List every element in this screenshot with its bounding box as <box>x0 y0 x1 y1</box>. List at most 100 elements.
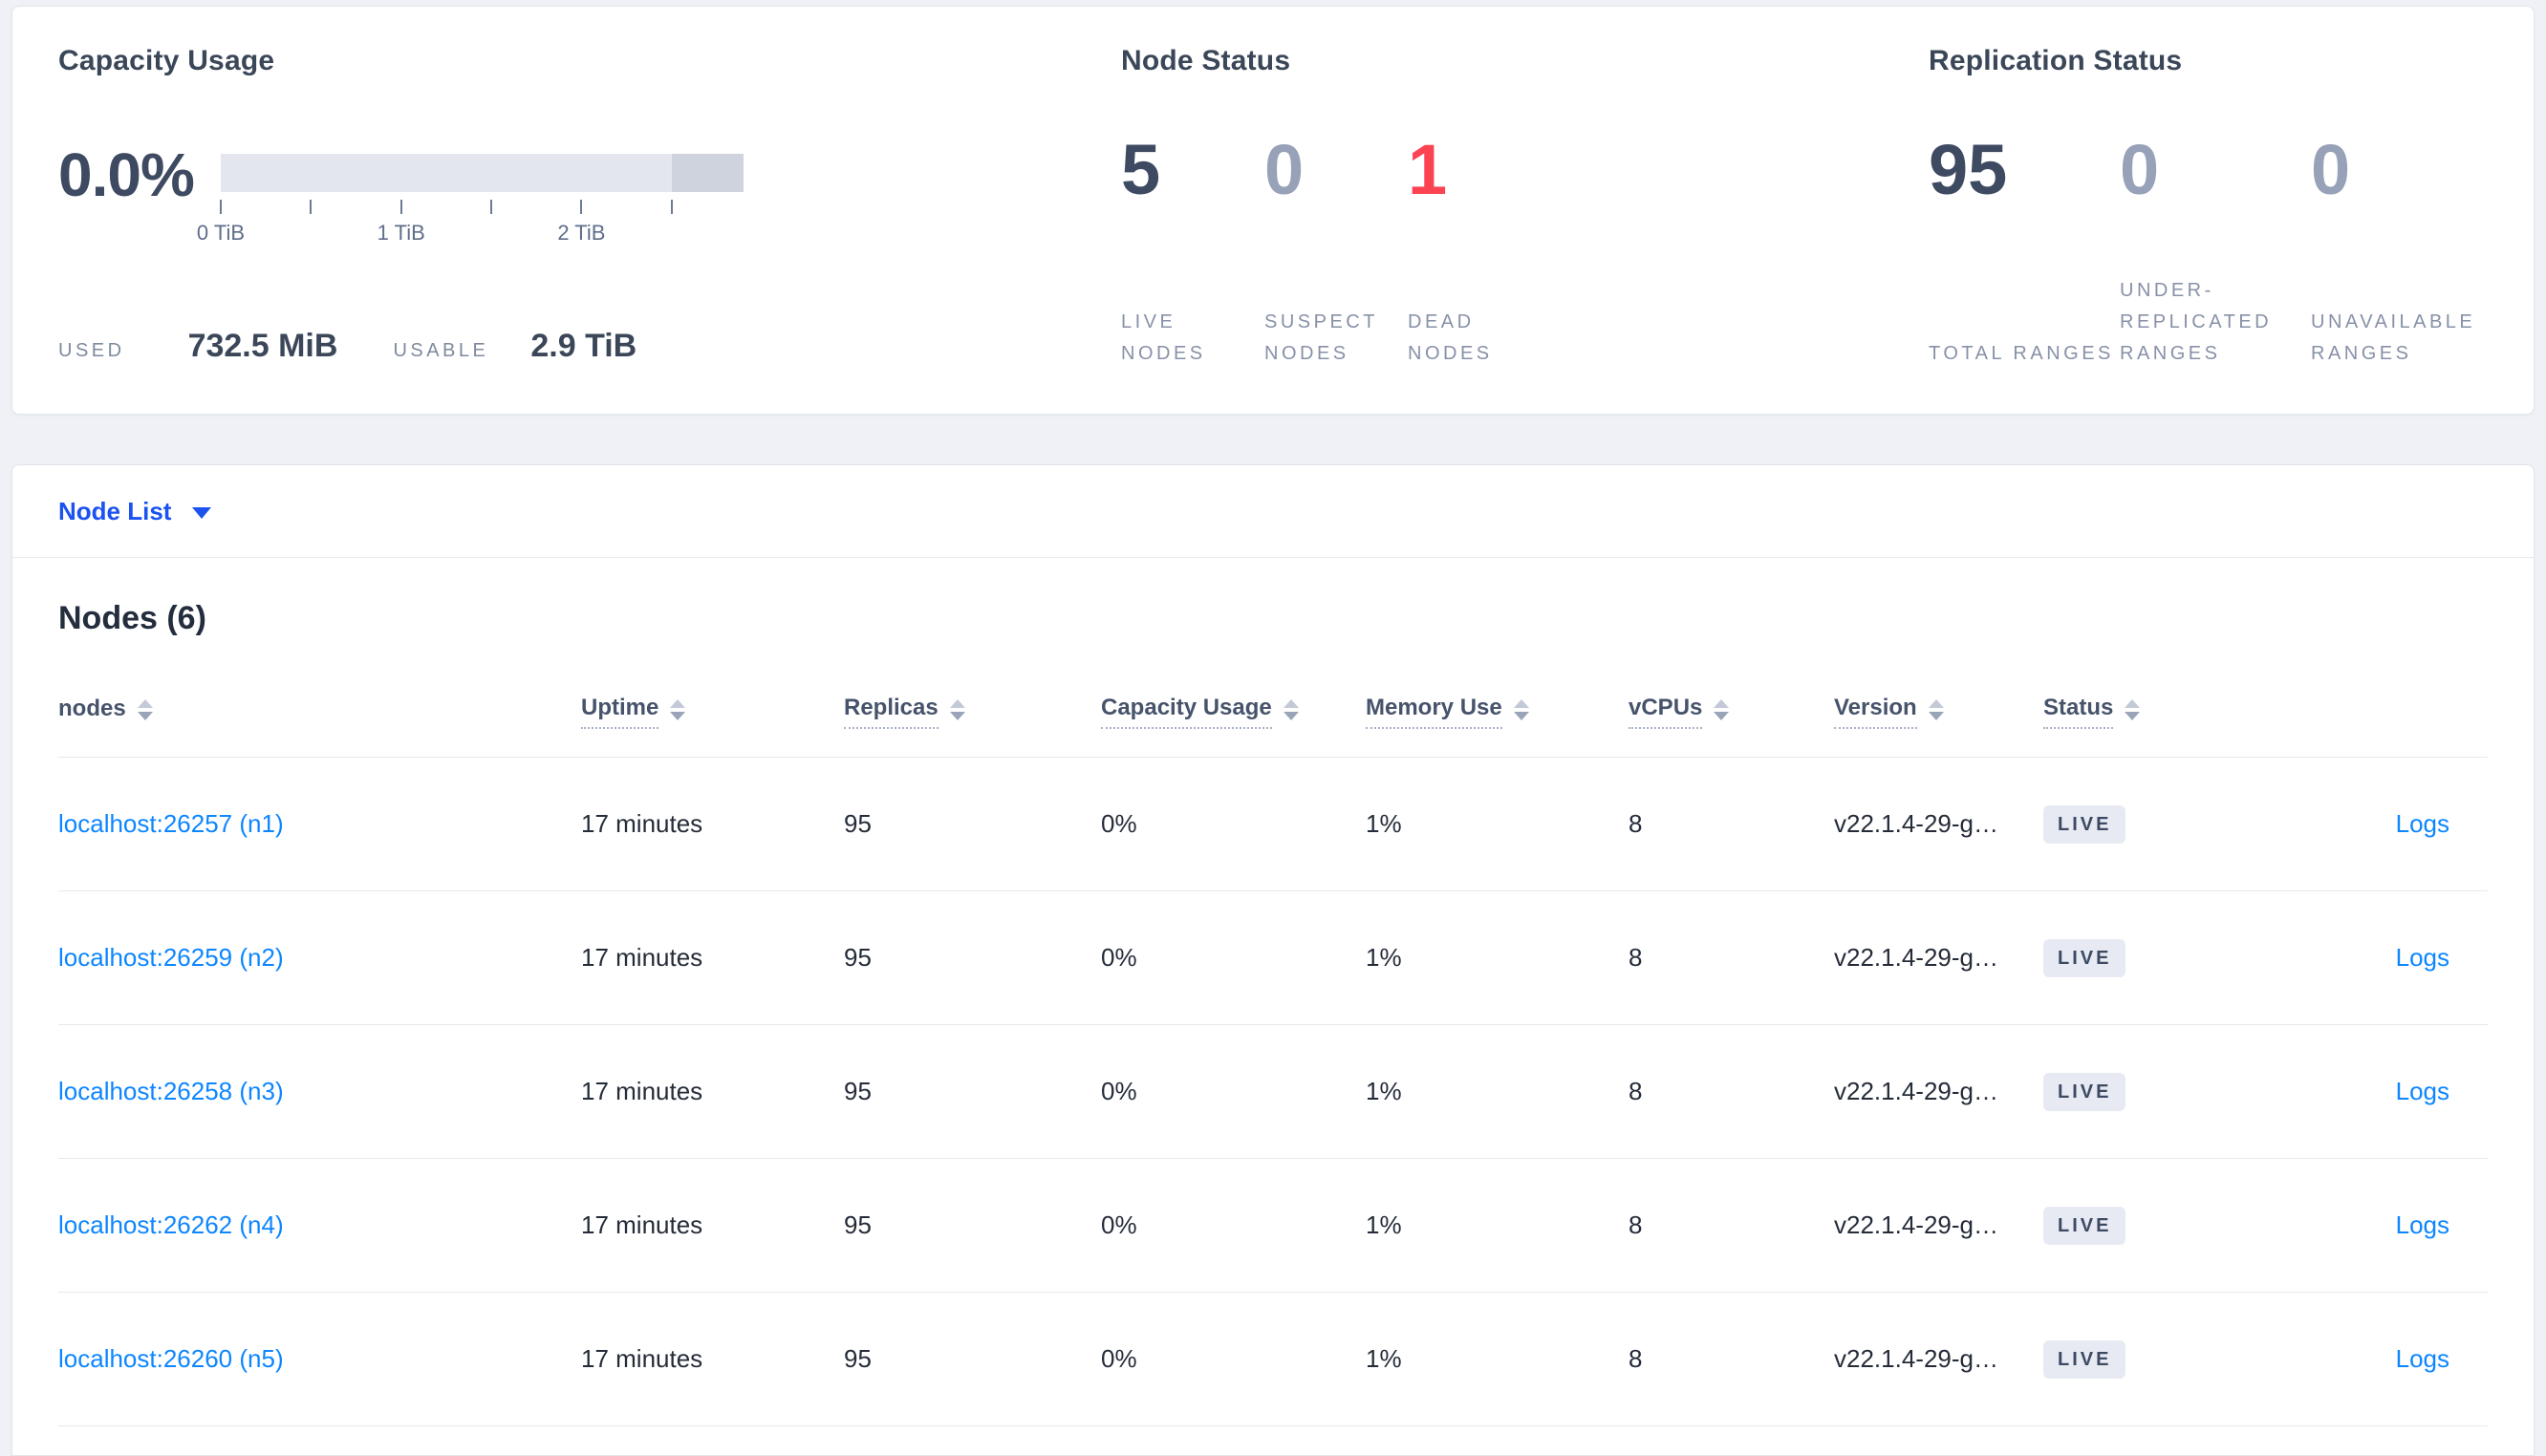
version-cell: v22.1.4-29-g… <box>1834 1077 1998 1105</box>
usable-value: 2.9 TiB <box>530 328 637 364</box>
sort-ascending-icon <box>137 698 153 708</box>
node-table-row: localhost:26259 (n2) 17 minutes 95 0% 1% 8 v22… <box>58 891 2488 1025</box>
replication-stat-value: 0 <box>2120 130 2160 209</box>
capacity-tick-label: 2 TiB <box>557 221 606 245</box>
node-table-row: localhost:26260 (n5) 17 minutes 95 0% 1% 8 v22… <box>58 1293 2488 1426</box>
view-selector-bar: Node List <box>11 464 2535 558</box>
replication-stat-label: UNDER-REPLICATED RANGES <box>2120 280 2273 364</box>
sortable-header[interactable]: Memory Use <box>1366 695 1529 729</box>
column-header-replicas: Replicas <box>844 695 1101 729</box>
version-cell: v22.1.4-29-g… <box>1834 943 1998 972</box>
node-table-row: localhost:26258 (n3) 17 minutes 95 0% 1% 8 v22… <box>58 1025 2488 1159</box>
sort-ascending-icon <box>1714 698 1730 708</box>
sort-descending-icon <box>137 711 153 720</box>
memory-use-cell: 1% <box>1366 1210 1402 1239</box>
capacity-bar-tick-labels: 0 TiB 1 TiB 2 TiB <box>197 221 744 247</box>
column-header-memory-use: Memory Use <box>1366 695 1629 729</box>
node-table-row: localhost:26257 (n1) 17 minutes 95 0% 1% 8 v22… <box>58 758 2488 891</box>
node-list-dropdown[interactable]: Node List <box>58 496 212 526</box>
sort-arrows-icon[interactable] <box>1714 698 1730 720</box>
node-link[interactable]: localhost:26262 (n4) <box>58 1210 284 1239</box>
sort-arrows-icon[interactable] <box>949 698 965 720</box>
memory-use-cell: 1% <box>1366 943 1402 972</box>
node-cell: localhost:26260 (n5) <box>58 1344 581 1374</box>
logs-link[interactable]: Logs <box>2395 1077 2449 1105</box>
vcpus-cell: 8 <box>1629 1210 1643 1239</box>
capacity-bar-reserved-segment <box>671 154 744 192</box>
capacity-gauge: 0.0% 0 TiB 1 TiB 2 TiB <box>58 139 1121 247</box>
node-link[interactable]: localhost:26259 (n2) <box>58 943 284 972</box>
column-header-label: Uptime <box>581 695 659 729</box>
sort-arrows-icon[interactable] <box>1283 698 1299 720</box>
node-status-stat-value: 5 <box>1121 130 1161 209</box>
sortable-header[interactable]: Uptime <box>581 695 686 729</box>
column-header-label: vCPUs <box>1629 695 1703 729</box>
sort-arrows-icon[interactable] <box>2125 698 2141 720</box>
capacity-usage-cell: 0% <box>1101 943 1137 972</box>
vcpus-cell: 8 <box>1629 943 1643 972</box>
sort-arrows-icon[interactable] <box>670 698 686 720</box>
column-header-label: Capacity Usage <box>1101 695 1272 729</box>
uptime-cell: 17 minutes <box>581 943 703 972</box>
replication-stat-label: TOTAL RANGES <box>1929 343 2114 364</box>
live-status-badge: LIVE <box>2043 1206 2126 1245</box>
logs-link[interactable]: Logs <box>2395 943 2449 972</box>
column-header-vcpus: vCPUs <box>1629 695 1834 729</box>
replication-status-section: Replication Status 95 TOTAL RANGES 0 UNDER-… <box>1929 45 2502 375</box>
node-link[interactable]: localhost:26258 (n3) <box>58 1077 284 1105</box>
sort-descending-icon <box>2125 711 2141 720</box>
sortable-header[interactable]: Version <box>1834 695 1944 729</box>
sortable-header[interactable]: Status <box>2043 695 2141 729</box>
status-cell: LIVE <box>2043 1206 2311 1245</box>
sortable-header[interactable]: nodes <box>58 696 153 728</box>
live-status-badge: LIVE <box>2043 804 2126 844</box>
used-label: USED <box>58 340 125 361</box>
sort-descending-icon <box>949 711 965 720</box>
capacity-usage-cell: 0% <box>1101 809 1137 838</box>
sort-descending-icon <box>1513 711 1529 720</box>
replicas-cell: 95 <box>844 809 872 838</box>
logs-cell: Logs <box>2311 809 2488 839</box>
logs-link[interactable]: Logs <box>2395 1344 2449 1373</box>
capacity-tick-mark <box>670 200 673 214</box>
vcpus-cell: 8 <box>1629 1077 1643 1105</box>
uptime-cell: 17 minutes <box>581 1210 703 1239</box>
column-header-label: Replicas <box>844 695 939 729</box>
sort-arrows-icon[interactable] <box>1928 698 1944 720</box>
capacity-tick-mark <box>310 200 313 214</box>
node-link[interactable]: localhost:26260 (n5) <box>58 1344 284 1373</box>
node-status-title: Node Status <box>1121 45 1291 76</box>
node-list-dropdown-label: Node List <box>58 496 172 525</box>
sort-ascending-icon <box>1928 698 1944 708</box>
replication-stat-value: 0 <box>2311 130 2351 209</box>
node-status-stat-value: 1 <box>1408 130 1448 209</box>
logs-cell: Logs <box>2311 943 2488 973</box>
column-header-nodes: nodes <box>58 696 581 728</box>
capacity-usage-values: USED 732.5 MiB USABLE 2.9 TiB <box>58 328 1121 365</box>
sortable-header[interactable]: Capacity Usage <box>1101 695 1299 729</box>
version-cell: v22.1.4-29-g… <box>1834 1344 1998 1373</box>
logs-link[interactable]: Logs <box>2395 809 2449 838</box>
sortable-header[interactable]: vCPUs <box>1629 695 1730 729</box>
sort-descending-icon <box>670 711 686 720</box>
sort-arrows-icon[interactable] <box>1513 698 1529 720</box>
logs-cell: Logs <box>2311 1210 2488 1240</box>
replication-stat: 0 UNAVAILABLE RANGES <box>2311 131 2502 370</box>
version-cell: v22.1.4-29-g… <box>1834 1210 1998 1239</box>
nodes-table-body: localhost:26257 (n1) 17 minutes 95 0% 1% 8 v22… <box>58 758 2488 1426</box>
column-header-version: Version <box>1834 695 2043 729</box>
capacity-percent-value: 0.0% <box>58 140 195 209</box>
vcpus-cell: 8 <box>1629 809 1643 838</box>
column-header-status: Status <box>2043 695 2311 729</box>
column-header-label: Version <box>1834 695 1917 729</box>
column-header-label: Memory Use <box>1366 695 1502 729</box>
column-header-capacity-usage: Capacity Usage <box>1101 695 1366 729</box>
sort-descending-icon <box>1928 711 1944 720</box>
node-table-row: localhost:26262 (n4) 17 minutes 95 0% 1% 8 v22… <box>58 1159 2488 1293</box>
sort-arrows-icon[interactable] <box>137 698 153 720</box>
logs-link[interactable]: Logs <box>2395 1210 2449 1239</box>
node-link[interactable]: localhost:26257 (n1) <box>58 809 284 838</box>
capacity-tick-mark <box>399 200 402 214</box>
node-status-stat-label: LIVE NODES <box>1121 311 1206 364</box>
sortable-header[interactable]: Replicas <box>844 695 965 729</box>
